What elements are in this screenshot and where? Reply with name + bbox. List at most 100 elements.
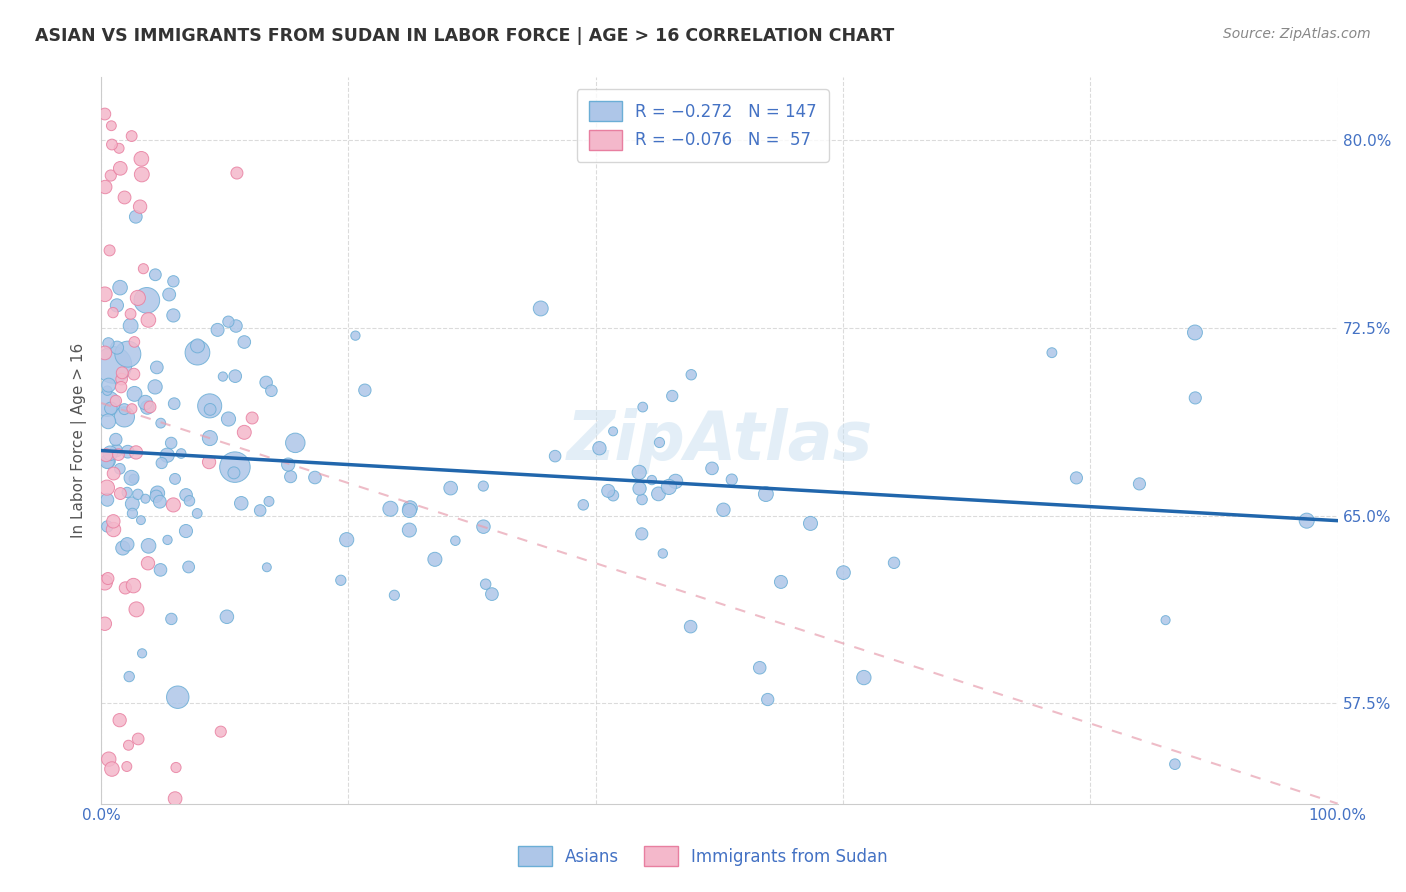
Point [110,486,132,500]
Point [132,261,155,276]
Point [124,334,146,349]
Point [129,200,152,214]
Point [103,523,125,537]
Point [344,328,367,343]
Point [354,383,377,397]
Point [120,307,142,321]
Point [380,501,402,516]
Point [174,488,197,502]
Point [100,119,122,133]
Point [215,609,238,624]
Point [226,166,249,180]
Point [98,244,121,258]
Text: ASIAN VS IMMIGRANTS FROM SUDAN IN LABOR FORCE | AGE > 16 CORRELATION CHART: ASIAN VS IMMIGRANTS FROM SUDAN IN LABOR … [35,27,894,45]
Point [150,456,173,470]
Point [748,661,770,675]
Point [755,487,778,501]
Point [160,612,183,626]
Point [602,488,624,502]
Point [186,507,208,521]
Point [125,210,148,224]
Point [146,486,169,500]
Point [162,498,184,512]
Point [628,482,651,496]
Point [160,436,183,450]
Point [121,401,143,416]
Point [713,502,735,516]
Point [207,323,229,337]
Point [756,692,779,706]
Point [852,671,875,685]
Point [700,461,723,475]
Point [277,458,299,472]
Point [224,460,246,475]
Point [233,334,256,349]
Point [105,443,128,458]
Legend: R = −0.272   N = 147, R = −0.076   N =  57: R = −0.272 N = 147, R = −0.076 N = 57 [576,89,828,161]
Point [96,481,118,495]
Point [135,293,157,308]
Point [630,527,652,541]
Point [96,396,118,410]
Point [134,395,156,409]
Point [103,514,125,528]
Point [117,347,139,361]
Point [679,620,702,634]
Point [799,516,821,531]
Point [97,454,120,468]
Point [96,384,118,398]
Point [398,523,420,537]
Point [256,560,278,574]
Point [544,449,567,463]
Point [131,152,153,166]
Point [125,445,148,459]
Point [382,588,405,602]
Point [165,760,187,774]
Point [100,401,122,416]
Point [1295,514,1317,528]
Point [598,483,620,498]
Point [96,448,118,462]
Point [647,487,669,501]
Point [280,469,302,483]
Point [122,367,145,381]
Point [139,400,162,414]
Point [651,547,673,561]
Point [149,494,172,508]
Point [96,519,118,533]
Point [121,471,143,485]
Point [628,466,651,480]
Point [94,575,117,590]
Point [117,738,139,752]
Point [110,380,132,394]
Point [96,492,118,507]
Point [127,731,149,746]
Point [166,690,188,705]
Point [149,416,172,430]
Point [112,409,135,424]
Point [124,387,146,401]
Point [240,411,263,425]
Point [398,503,420,517]
Point [1066,471,1088,485]
Point [121,507,143,521]
Point [336,533,359,547]
Point [97,378,120,392]
Point [1184,326,1206,340]
Point [125,602,148,616]
Point [481,587,503,601]
Point [474,577,496,591]
Point [163,472,186,486]
Point [108,713,131,727]
Point [101,305,124,319]
Point [117,537,139,551]
Point [96,455,118,469]
Point [472,519,495,533]
Point [249,503,271,517]
Point [209,724,232,739]
Point [720,473,742,487]
Point [832,566,855,580]
Point [136,401,159,415]
Point [112,402,135,417]
Point [1164,757,1187,772]
